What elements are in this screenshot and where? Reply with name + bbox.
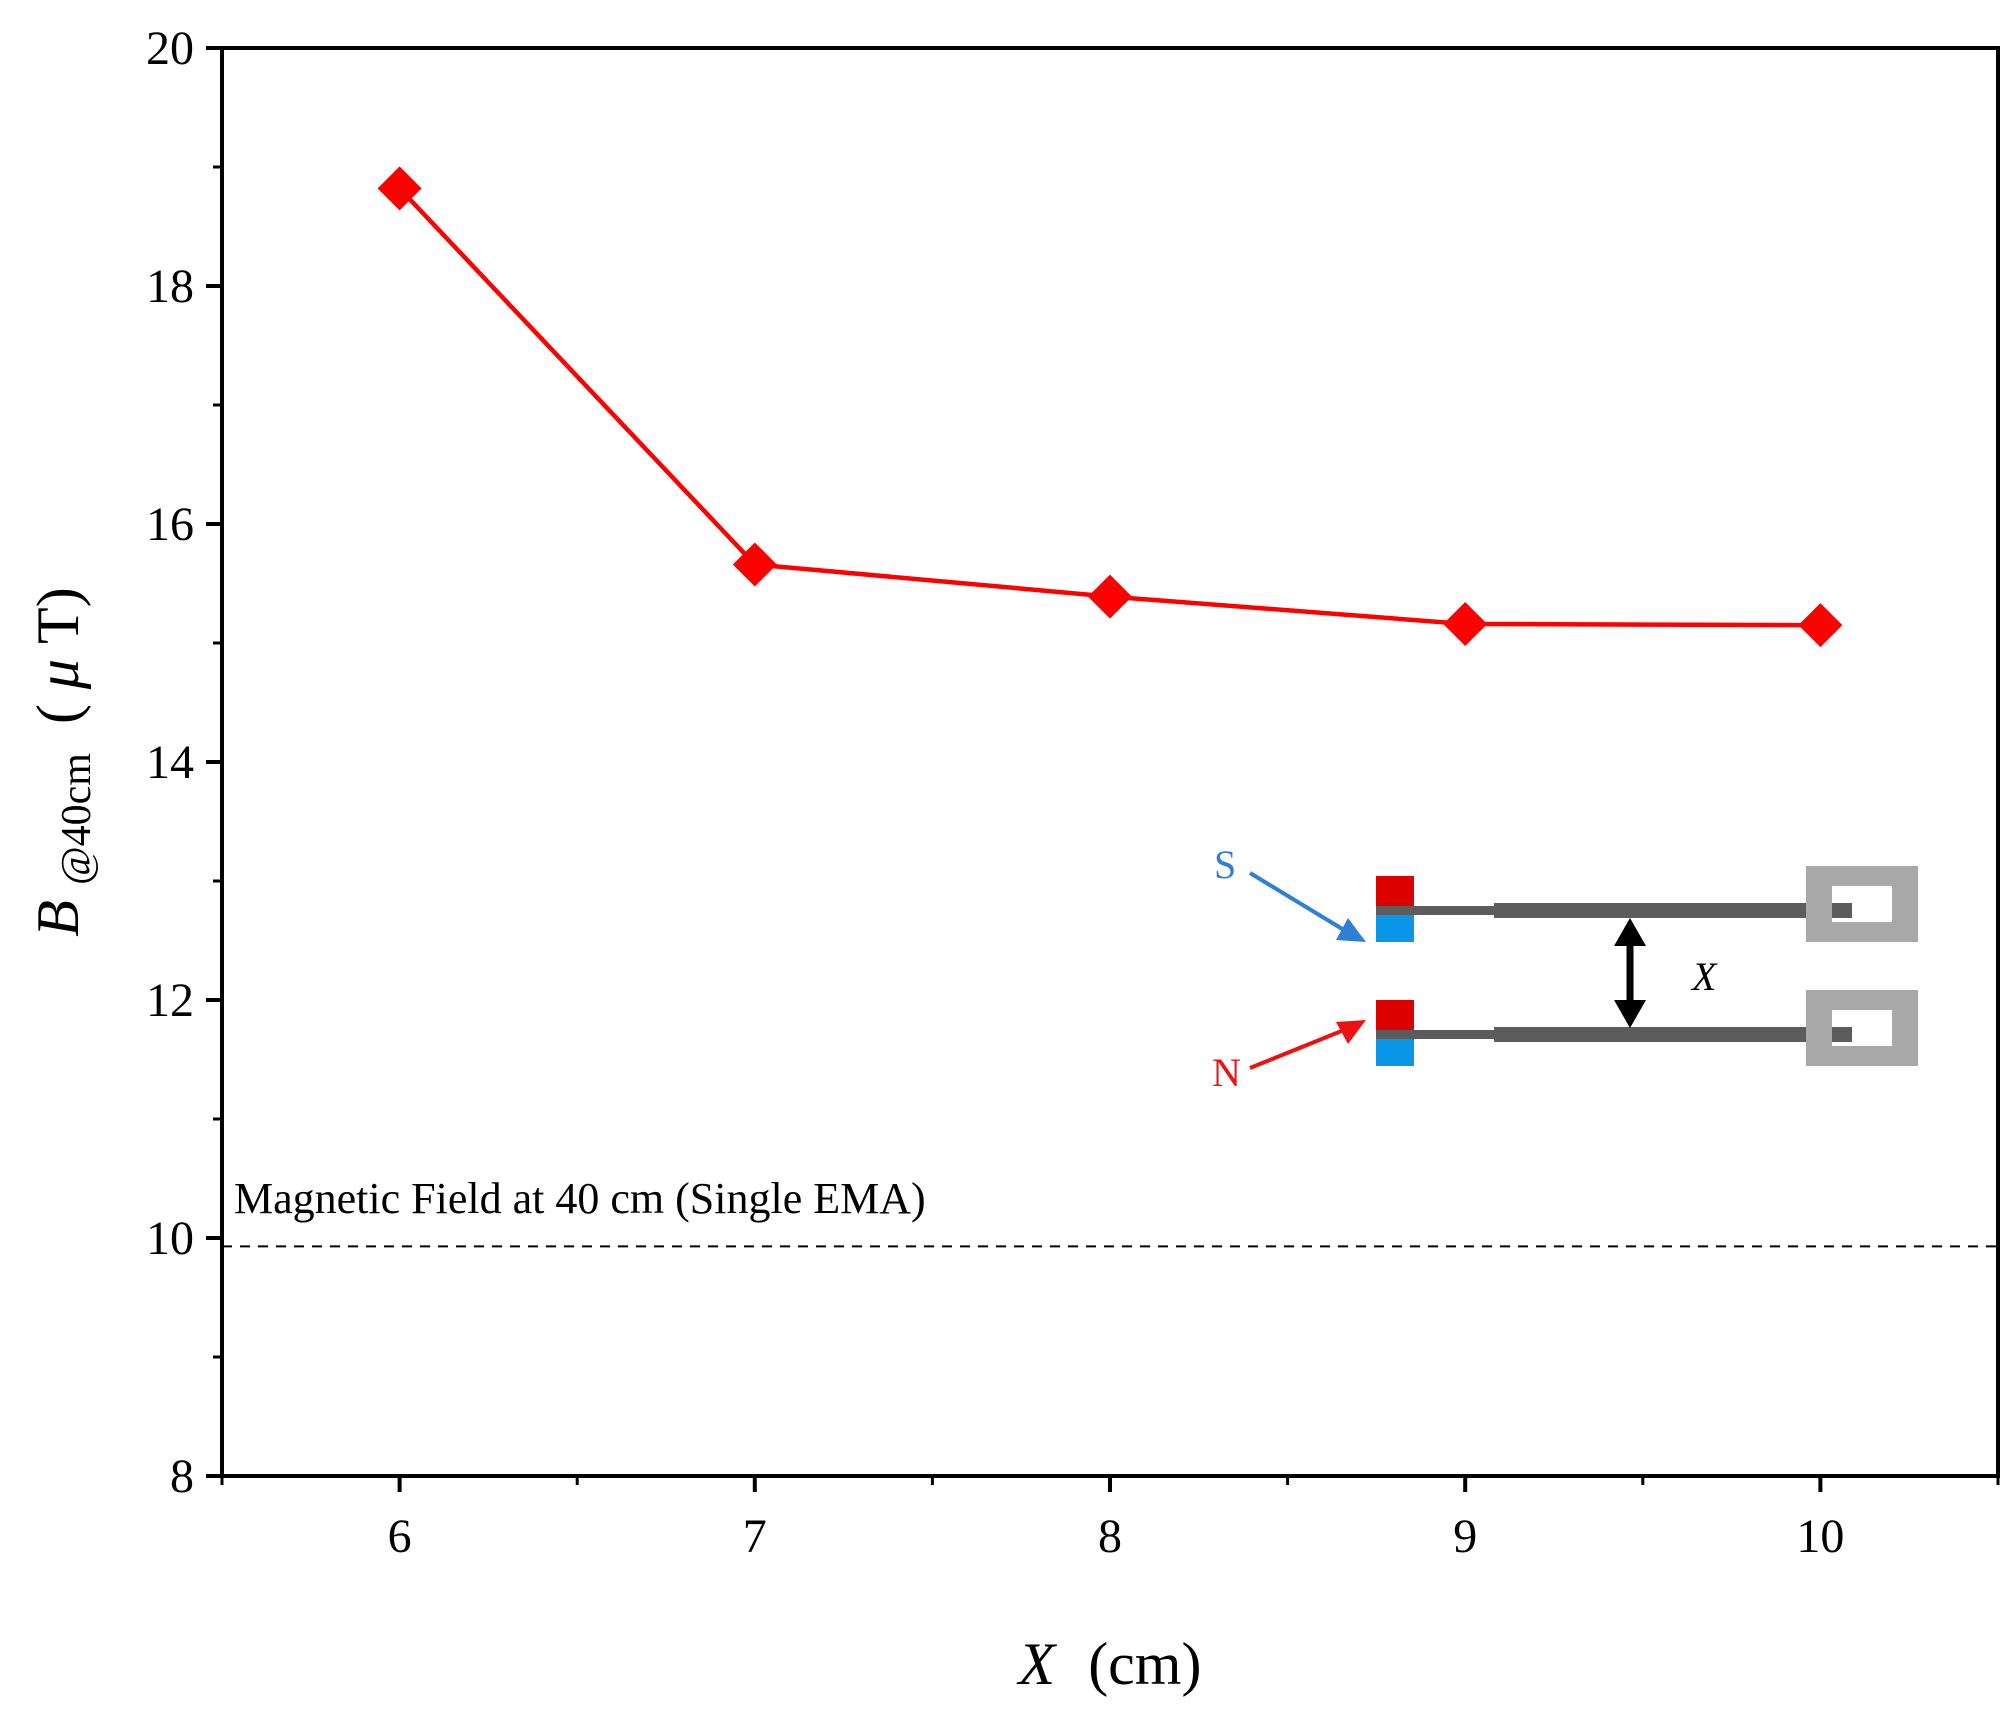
data-point-3 (1443, 601, 1488, 646)
s-arrow-icon (1248, 871, 1366, 942)
top-magnet-red (1376, 876, 1414, 906)
reference-line-label: Magnetic Field at 40 cm (Single EMA) (234, 1174, 926, 1223)
y-axis-subscript: @40cm (54, 753, 100, 885)
y-tick-label-1: 10 (146, 1212, 194, 1265)
x-tick-label-1: 7 (743, 1510, 767, 1563)
data-point-2 (1088, 574, 1132, 619)
data-point-0 (377, 166, 422, 211)
y-tick-label-5: 18 (146, 260, 194, 313)
reference-line-group: Magnetic Field at 40 cm (Single EMA) (222, 1174, 1998, 1248)
x-axis-symbol: X (1017, 1631, 1058, 1697)
x-axis-ticks: 6 7 8 9 10 (220, 1476, 2000, 1563)
bottom-rod-thin (1376, 1030, 1496, 1039)
x-tick-label-4: 10 (1796, 1510, 1844, 1563)
bottom-magnet-red (1376, 1000, 1414, 1030)
top-mount (1806, 866, 1918, 942)
y-tick-label-2: 12 (146, 974, 194, 1027)
inset-s-label: S (1214, 842, 1236, 887)
y-axis-title: B @40cm ( μ T) (25, 587, 103, 936)
x-axis-unit: (cm) (1088, 1631, 1201, 1697)
y-axis-unit-open: ( (25, 704, 91, 724)
data-point-4 (1798, 603, 1843, 648)
bottom-rod-thick (1494, 1027, 1814, 1042)
bottom-magnet-blue (1376, 1036, 1414, 1066)
double-arrow-icon (1614, 918, 1646, 1028)
series-group (377, 166, 1843, 648)
y-tick-label-0: 8 (170, 1450, 194, 1503)
x-tick-label-2: 8 (1098, 1510, 1122, 1563)
y-axis-unit-rest: T) (25, 587, 91, 644)
bottom-mount (1806, 990, 1918, 1066)
inset-x-label: X (1690, 954, 1718, 999)
inset-n-label: N (1212, 1050, 1241, 1095)
y-tick-label-3: 14 (146, 736, 194, 789)
y-tick-label-4: 16 (146, 498, 194, 551)
y-axis-symbol: B (25, 900, 91, 937)
y-tick-label-6: 20 (146, 22, 194, 75)
x-axis-title: X (cm) (1017, 1631, 1202, 1697)
data-point-1 (732, 542, 777, 587)
x-tick-label-0: 6 (388, 1510, 412, 1563)
inset-diagram: X S N (1212, 842, 1918, 1095)
plot-frame (220, 46, 2000, 1478)
top-magnet-blue (1376, 912, 1414, 942)
n-arrow-icon (1249, 1020, 1366, 1070)
y-axis-ticks: 8 10 12 14 16 18 20 (146, 22, 222, 1503)
top-rod-thick (1494, 903, 1814, 918)
y-axis-unit-mu: μ (25, 659, 91, 690)
x-tick-label-3: 9 (1453, 1510, 1477, 1563)
series-line-0 (397, 186, 1821, 628)
top-rod-thin (1376, 906, 1496, 915)
